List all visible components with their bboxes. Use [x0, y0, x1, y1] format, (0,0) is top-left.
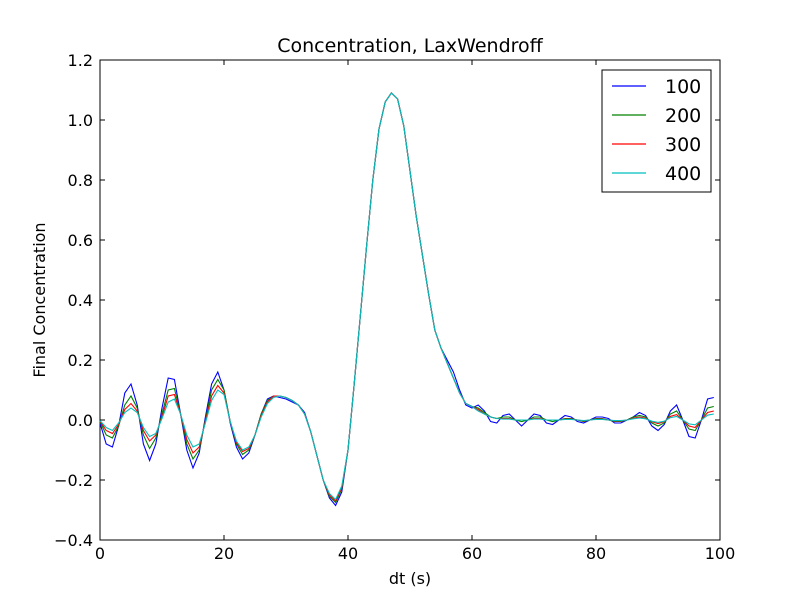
series-layer [99, 92, 714, 507]
y-tick-label: 1.2 [68, 51, 93, 70]
legend-label-100: 100 [665, 76, 701, 98]
legend-box [601, 69, 712, 193]
legend-label-400: 400 [665, 163, 701, 185]
chart-title: Concentration, LaxWendroff [277, 35, 543, 57]
legend-label-200: 200 [665, 105, 701, 127]
x-tick-label: 60 [462, 544, 482, 563]
y-axis-label: Final Concentration [30, 222, 49, 377]
y-tick-label: −0.4 [54, 531, 93, 550]
legend-label-300: 300 [665, 134, 701, 156]
x-tick-label: 0 [95, 544, 105, 563]
x-tick-label: 80 [586, 544, 606, 563]
y-tick-label: 0.0 [68, 411, 93, 430]
legend: 100 200 300 400 [601, 69, 712, 193]
tick-layer: 0 20 40 60 80 100 −0.4 −0.2 0.0 0.2 0.4 0.6 0.8 1.0 1.… [54, 51, 735, 563]
x-tick-label: 100 [705, 544, 736, 563]
y-tick-label: 0.4 [68, 291, 93, 310]
y-tick-label: 0.2 [68, 351, 93, 370]
x-tick-label: 40 [338, 544, 358, 563]
series-line-400 [99, 92, 714, 501]
x-axis-label: dt (s) [389, 569, 431, 588]
x-tick-label: 20 [214, 544, 234, 563]
y-tick-label: 0.8 [68, 171, 93, 190]
y-tick-label: 1.0 [68, 111, 93, 130]
plot-area: 0 20 40 60 80 100 −0.4 −0.2 0.0 0.2 0.4 0.6 0.8 1.0 1.… [54, 51, 735, 563]
y-tick-label: 0.6 [68, 231, 93, 250]
y-tick-label: −0.2 [54, 471, 93, 490]
